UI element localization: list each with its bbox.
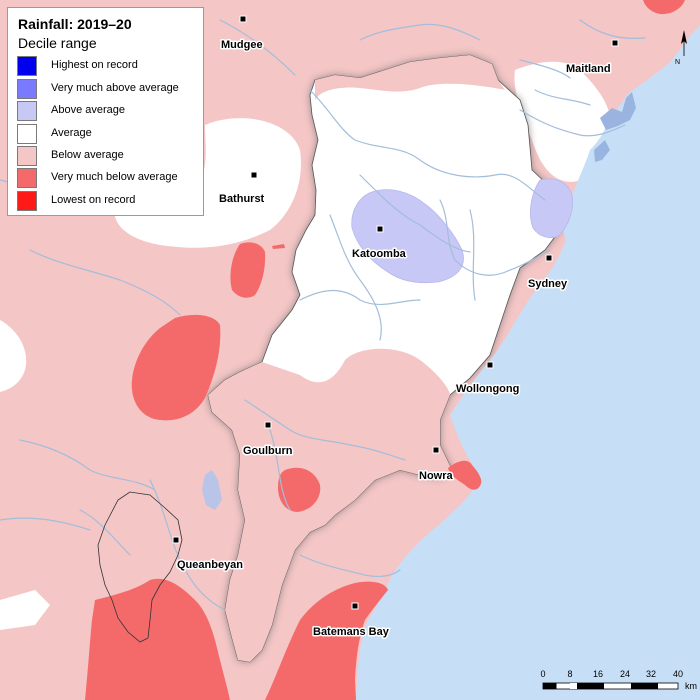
- scale-tick-16: 16: [593, 669, 603, 679]
- town-label-katoomba: Katoomba: [352, 248, 407, 260]
- legend-label: Very much below average: [51, 171, 178, 183]
- ocean: [356, 25, 700, 700]
- town-marker-mudgee: [239, 15, 247, 23]
- legend-swatch: [17, 146, 37, 166]
- very-much-below-average-northeast-corner: [643, 0, 685, 15]
- legend-swatch: [17, 56, 37, 76]
- legend-label: Below average: [51, 149, 124, 161]
- scale-tick-8: 8: [567, 669, 572, 679]
- very-much-below-average-near-bathurst: [230, 242, 266, 298]
- scale-tick-40: 40: [673, 669, 683, 679]
- average-area-west-edge: [0, 320, 27, 392]
- legend-item-highest-on-record: Highest on record: [17, 56, 202, 76]
- legend-swatch: [17, 79, 37, 99]
- very-much-below-average-goulburn: [278, 467, 321, 512]
- town-marker-nowra: [432, 446, 440, 454]
- town-label-maitland: Maitland: [566, 63, 611, 75]
- town-label-sydney: Sydney: [528, 278, 568, 290]
- legend-item-very-much-above-average: Very much above average: [17, 79, 202, 99]
- town-label-goulburn: Goulburn: [243, 445, 293, 457]
- legend-swatch: [17, 101, 37, 121]
- above-average-inland-southwest: [202, 470, 222, 510]
- scale-tick-0: 0: [540, 669, 545, 679]
- scale-bar: 0 8 16 24 32 40 km: [540, 669, 697, 691]
- scale-tick-32: 32: [646, 669, 656, 679]
- legend: Rainfall: 2019–20 Decile range Highest o…: [7, 7, 204, 216]
- legend-swatch: [17, 168, 37, 188]
- town-marker-katoomba: [376, 225, 384, 233]
- town-label-wollongong: Wollongong: [456, 383, 519, 395]
- legend-item-average: Average: [17, 124, 202, 144]
- very-much-below-average-small: [272, 244, 285, 249]
- legend-item-below-average: Below average: [17, 146, 202, 166]
- scale-unit: km: [685, 681, 697, 691]
- act-border: [97, 491, 183, 643]
- town-label-bathurst: Bathurst: [219, 193, 265, 205]
- very-much-below-average-batemans-bay: [265, 581, 388, 700]
- town-marker-bathurst: [250, 171, 258, 179]
- town-label-batemans-bay: Batemans Bay: [313, 626, 390, 638]
- legend-item-very-much-below-average: Very much below average: [17, 168, 202, 188]
- very-much-below-average-west: [131, 314, 221, 421]
- legend-label: Average: [51, 127, 92, 139]
- above-average-coastal-north: [600, 92, 636, 130]
- above-average-coastal-small: [594, 140, 610, 162]
- legend-label: Lowest on record: [51, 194, 136, 206]
- north-arrow-icon: [681, 30, 687, 44]
- catchment-below-average-north: [315, 55, 505, 100]
- north-arrow: N: [675, 30, 687, 66]
- legend-item-above-average: Above average: [17, 101, 202, 121]
- town-marker-goulburn: [264, 421, 272, 429]
- very-much-below-average-nowra: [448, 460, 482, 490]
- legend-label: Above average: [51, 104, 125, 116]
- town-marker-sydney: [545, 254, 553, 262]
- legend-label: Very much above average: [51, 82, 179, 94]
- legend-label: Highest on record: [51, 59, 138, 71]
- town-label-mudgee: Mudgee: [221, 39, 263, 51]
- town-label-nowra: Nowra: [419, 470, 454, 482]
- town-marker-maitland: [611, 39, 619, 47]
- legend-item-lowest-on-record: Lowest on record: [17, 191, 202, 211]
- legend-title: Rainfall: 2019–20: [18, 16, 132, 32]
- legend-swatch: [17, 191, 37, 211]
- town-marker-queanbeyan: [172, 536, 180, 544]
- legend-subtitle: Decile range: [18, 35, 97, 51]
- town-markers: [172, 15, 619, 610]
- town-marker-wollongong: [486, 361, 494, 369]
- town-label-queanbeyan: Queanbeyan: [177, 559, 243, 571]
- north-arrow-label: N: [675, 59, 680, 66]
- legend-swatch: [17, 124, 37, 144]
- above-average-katoomba: [351, 189, 464, 284]
- average-area-southwest: [0, 590, 50, 630]
- rivers: [0, 19, 646, 611]
- very-much-below-average-south: [85, 578, 230, 700]
- scale-tick-24: 24: [620, 669, 630, 679]
- town-marker-batemans-bay: [351, 602, 359, 610]
- above-average-east: [529, 178, 574, 239]
